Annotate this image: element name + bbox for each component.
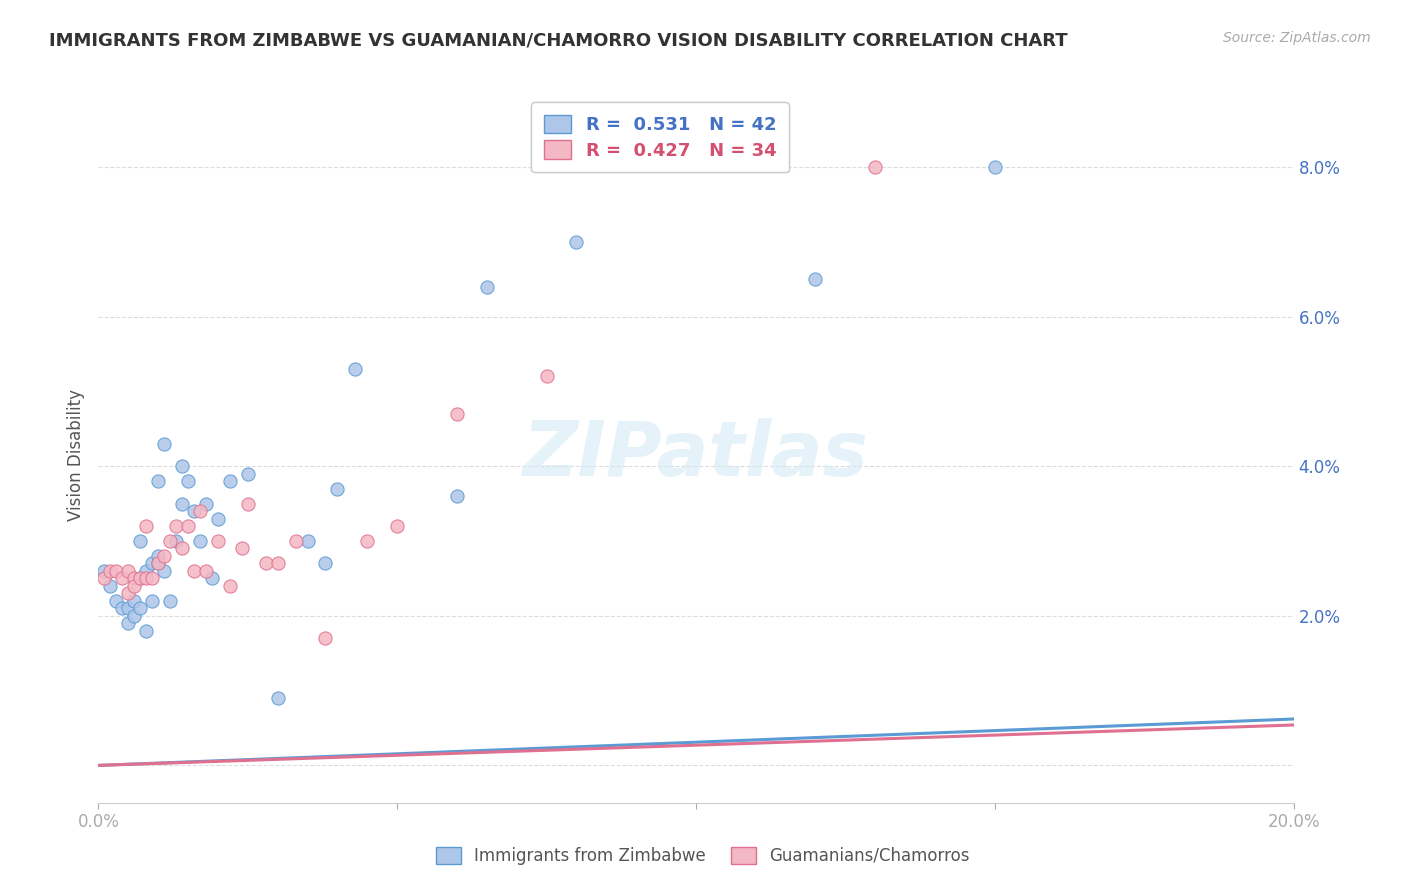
- Point: [165, 533, 187, 548]
- Text: IMMIGRANTS FROM ZIMBABWE VS GUAMANIAN/CHAMORRO VISION DISABILITY CORRELATION CHA: IMMIGRANTS FROM ZIMBABWE VS GUAMANIAN/CH…: [49, 31, 1067, 49]
- Point: [207, 533, 229, 548]
- Point: [865, 160, 887, 174]
- Point: [207, 511, 229, 525]
- Point: [124, 571, 146, 585]
- Point: [194, 497, 218, 511]
- Point: [446, 489, 468, 503]
- Point: [124, 579, 146, 593]
- Point: [475, 279, 498, 293]
- Point: [356, 533, 378, 548]
- Legend: R =  0.531   N = 42, R =  0.427   N = 34: R = 0.531 N = 42, R = 0.427 N = 34: [531, 103, 789, 172]
- Point: [183, 564, 205, 578]
- Text: ZIPatlas: ZIPatlas: [523, 418, 869, 491]
- Point: [219, 579, 242, 593]
- Point: [565, 235, 588, 249]
- Point: [177, 474, 200, 488]
- Point: [153, 436, 176, 450]
- Point: [124, 594, 146, 608]
- Text: Source: ZipAtlas.com: Source: ZipAtlas.com: [1223, 31, 1371, 45]
- Point: [194, 564, 218, 578]
- Point: [172, 459, 194, 474]
- Point: [141, 557, 163, 571]
- Point: [188, 504, 211, 518]
- Point: [117, 564, 139, 578]
- Point: [219, 474, 242, 488]
- Point: [135, 519, 157, 533]
- Point: [159, 533, 181, 548]
- Point: [111, 601, 134, 615]
- Y-axis label: Vision Disability: Vision Disability: [66, 389, 84, 521]
- Point: [105, 564, 128, 578]
- Point: [236, 467, 259, 481]
- Legend: Immigrants from Zimbabwe, Guamanians/Chamorros: Immigrants from Zimbabwe, Guamanians/Cha…: [426, 837, 980, 875]
- Point: [148, 549, 170, 563]
- Point: [344, 362, 367, 376]
- Point: [117, 601, 139, 615]
- Point: [385, 519, 409, 533]
- Point: [536, 369, 558, 384]
- Point: [188, 533, 211, 548]
- Point: [129, 601, 152, 615]
- Point: [172, 541, 194, 556]
- Point: [236, 497, 259, 511]
- Point: [267, 557, 290, 571]
- Point: [172, 497, 194, 511]
- Point: [804, 272, 827, 286]
- Point: [124, 608, 146, 623]
- Point: [148, 557, 170, 571]
- Point: [93, 564, 115, 578]
- Point: [129, 571, 152, 585]
- Point: [284, 533, 307, 548]
- Point: [111, 571, 134, 585]
- Point: [148, 557, 170, 571]
- Point: [141, 571, 163, 585]
- Point: [153, 549, 176, 563]
- Point: [983, 160, 1005, 174]
- Point: [159, 594, 181, 608]
- Point: [105, 594, 128, 608]
- Point: [117, 616, 139, 631]
- Point: [98, 579, 122, 593]
- Point: [326, 482, 349, 496]
- Point: [117, 586, 139, 600]
- Point: [129, 571, 152, 585]
- Point: [254, 557, 277, 571]
- Point: [129, 533, 152, 548]
- Point: [297, 533, 319, 548]
- Point: [141, 594, 163, 608]
- Point: [177, 519, 200, 533]
- Point: [267, 691, 290, 706]
- Point: [98, 564, 122, 578]
- Point: [153, 564, 176, 578]
- Point: [165, 519, 187, 533]
- Point: [93, 571, 115, 585]
- Point: [135, 571, 157, 585]
- Point: [183, 504, 205, 518]
- Point: [201, 571, 224, 585]
- Point: [446, 407, 468, 421]
- Point: [148, 474, 170, 488]
- Point: [315, 557, 337, 571]
- Point: [135, 624, 157, 638]
- Point: [231, 541, 253, 556]
- Point: [135, 564, 157, 578]
- Point: [315, 631, 337, 645]
